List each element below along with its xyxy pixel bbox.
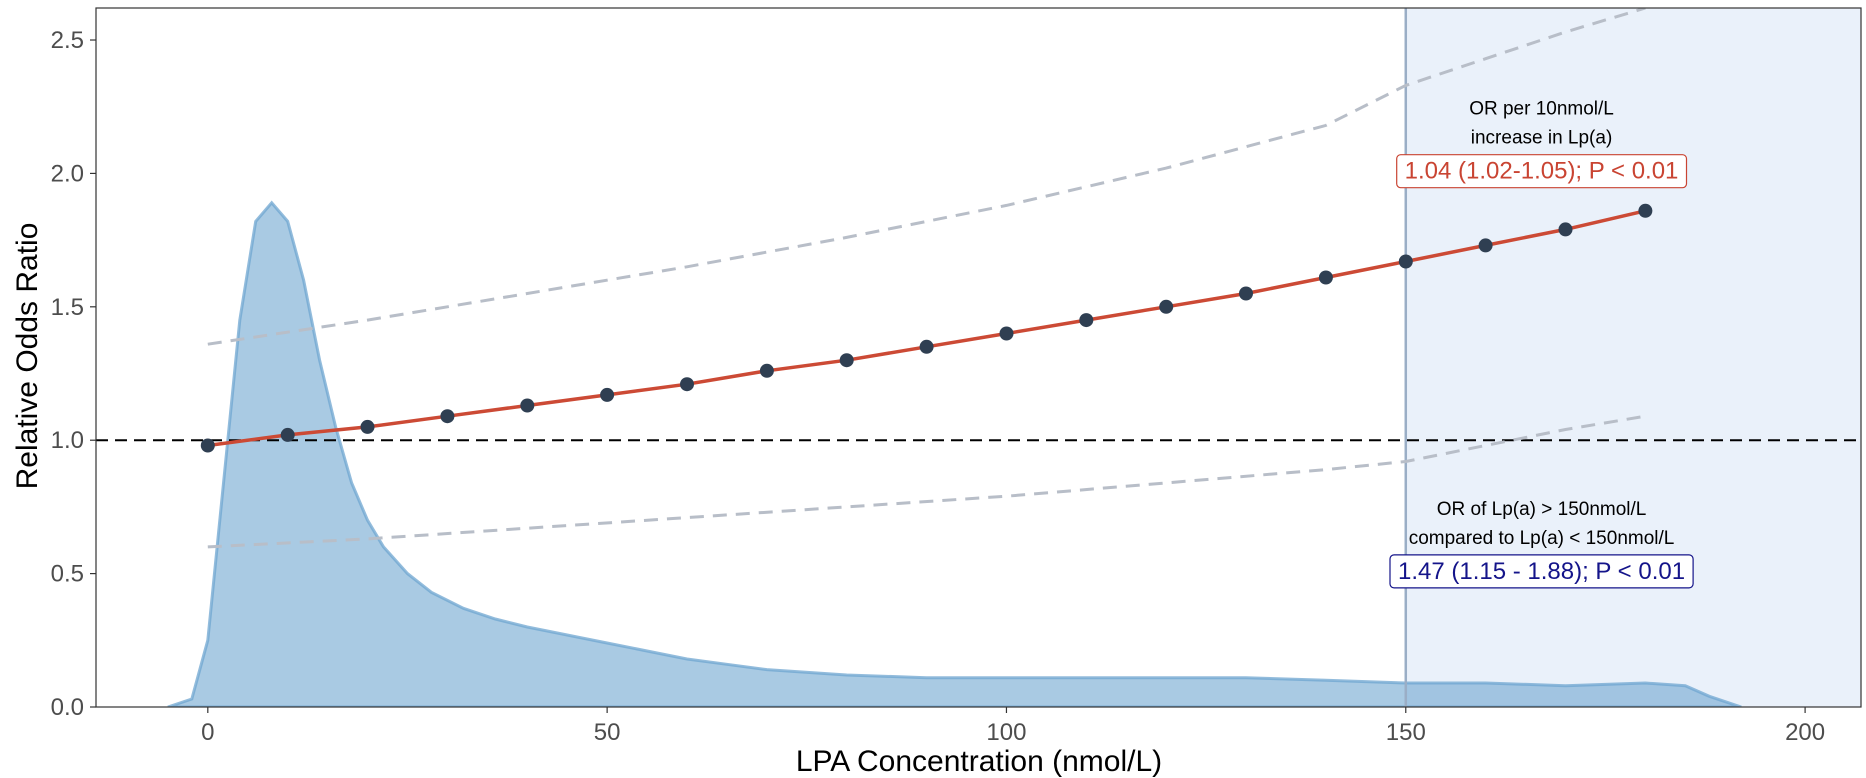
odds-ratio-point bbox=[520, 398, 535, 413]
y-tick-label: 1.5 bbox=[51, 294, 84, 321]
y-tick-label: 1.0 bbox=[51, 427, 84, 454]
y-tick-label: 2.5 bbox=[51, 27, 84, 54]
odds-ratio-point bbox=[1079, 313, 1094, 328]
annotation-value: 1.47 (1.15 - 1.88); P < 0.01 bbox=[1398, 558, 1685, 585]
odds-ratio-point bbox=[600, 387, 615, 402]
odds-ratio-point bbox=[200, 438, 215, 453]
annotation-title-line: OR of Lp(a) > 150nmol/L bbox=[1437, 499, 1647, 520]
y-tick-label: 0.0 bbox=[51, 694, 84, 721]
odds-ratio-point bbox=[360, 419, 375, 434]
odds-ratio-point bbox=[839, 353, 854, 368]
odds-ratio-point bbox=[1638, 203, 1653, 218]
annotation-title-line: compared to Lp(a) < 150nmol/L bbox=[1409, 528, 1675, 549]
annotation-value: 1.04 (1.02-1.05); P < 0.01 bbox=[1405, 158, 1679, 185]
x-tick-label: 200 bbox=[1785, 719, 1825, 746]
threshold-region bbox=[1405, 8, 1861, 707]
y-tick-label: 2.0 bbox=[51, 160, 84, 187]
odds-ratio-point bbox=[440, 409, 455, 424]
panel-border bbox=[95, 7, 1862, 708]
odds-ratio-point bbox=[1159, 299, 1174, 314]
x-tick-label: 50 bbox=[594, 719, 621, 746]
annotation-title-line: increase in Lp(a) bbox=[1471, 128, 1613, 149]
x-tick-label: 0 bbox=[201, 719, 214, 746]
x-axis-title: LPA Concentration (nmol/L) bbox=[796, 745, 1162, 778]
odds-ratio-point bbox=[1318, 270, 1333, 285]
odds-ratio-point bbox=[1558, 222, 1573, 237]
y-tick-label: 0.5 bbox=[51, 561, 84, 588]
panel-content bbox=[96, 8, 1861, 707]
odds-ratio-point bbox=[1478, 238, 1493, 253]
y-axis-title: Relative Odds Ratio bbox=[11, 223, 44, 490]
odds-ratio-point bbox=[1239, 286, 1253, 301]
x-tick-label: 100 bbox=[986, 719, 1026, 746]
odds-ratio-point bbox=[280, 427, 295, 442]
lower-ci-line bbox=[207, 414, 1646, 549]
odds-ratio-point bbox=[999, 326, 1014, 341]
x-tick-label: 150 bbox=[1386, 719, 1426, 746]
odds-ratio-point bbox=[759, 363, 774, 378]
density-area bbox=[167, 200, 1742, 707]
odds-ratio-point bbox=[680, 377, 694, 392]
annotation-value-box bbox=[1396, 154, 1688, 189]
plot-area: 0.0 0.5 1.0 1.5 2.0 2.5 0 50 100 150 200 OR per 10n… bbox=[51, 7, 1862, 746]
odds-ratio-point bbox=[919, 339, 934, 354]
annotation-value-box bbox=[1389, 554, 1694, 589]
annotation-title-line: OR per 10nmol/L bbox=[1469, 99, 1614, 120]
odds-ratio-point bbox=[1398, 254, 1413, 269]
